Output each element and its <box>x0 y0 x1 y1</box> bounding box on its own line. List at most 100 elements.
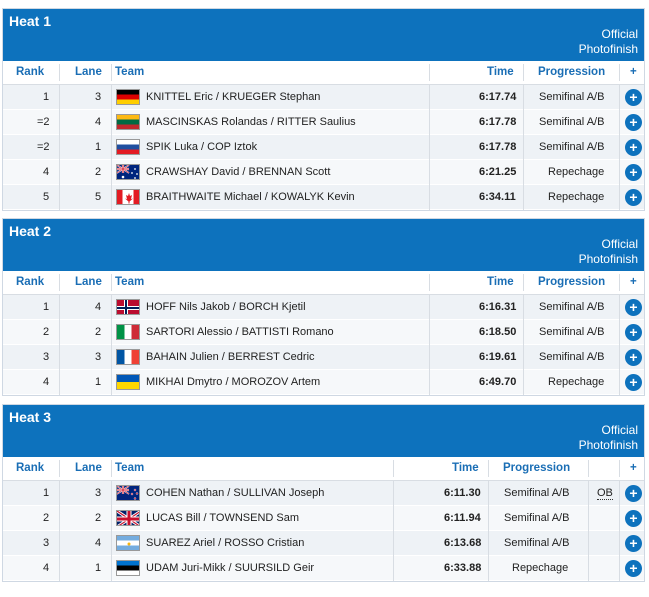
team-cell[interactable]: BAHAIN Julien / BERREST Cedric <box>146 351 315 363</box>
expand-plus-icon[interactable]: + <box>625 485 642 502</box>
team-cell[interactable]: SPIK Luka / COP Iztok <box>146 141 258 153</box>
team-cell[interactable]: LUCAS Bill / TOWNSEND Sam <box>146 512 300 524</box>
rank-cell: 5 <box>43 191 50 203</box>
team-cell[interactable]: UDAM Juri-Mikk / SUURSILD Geir <box>146 562 315 574</box>
progression-cell: Semifinal A/B <box>504 512 570 524</box>
col-progression[interactable]: Progression <box>503 462 571 474</box>
col-lane[interactable]: Lane <box>75 462 102 474</box>
expand-plus-icon[interactable]: + <box>625 349 642 366</box>
team-cell[interactable]: BRAITHWAITE Michael / KOWALYK Kevin <box>146 191 355 203</box>
rank-cell: 1 <box>43 301 50 313</box>
team-cell[interactable]: SARTORI Alessio / BATTISTI Romano <box>146 326 334 338</box>
heat-2-panel: Heat 2 Official Photofinish Rank Lane Te… <box>2 218 645 396</box>
rank-cell: 4 <box>43 376 50 388</box>
progression-cell: Semifinal A/B <box>539 351 605 363</box>
col-team[interactable]: Team <box>115 462 145 474</box>
col-rank[interactable]: Rank <box>16 462 45 474</box>
official-photofinish-link[interactable]: Official Photofinish <box>579 423 638 453</box>
expand-plus-icon[interactable]: + <box>625 189 642 206</box>
col-lane[interactable]: Lane <box>75 66 102 78</box>
germany-flag-icon <box>116 89 140 105</box>
col-time[interactable]: Time <box>487 66 514 78</box>
lane-cell: 5 <box>95 191 102 203</box>
results-list: 1 3 COHEN Nathan / SULLIVAN Joseph 6:11.… <box>3 481 644 581</box>
expand-plus-icon[interactable]: + <box>625 510 642 527</box>
heat-header: Heat 2 Official Photofinish <box>3 219 644 271</box>
expand-plus-icon[interactable]: + <box>625 535 642 552</box>
official-label[interactable]: Official <box>601 237 638 251</box>
time-cell: 6:19.61 <box>479 351 517 363</box>
australia-flag-icon <box>116 164 140 180</box>
expand-plus-icon[interactable]: + <box>625 560 642 577</box>
expand-plus-icon[interactable]: + <box>625 114 642 131</box>
official-photofinish-link[interactable]: Official Photofinish <box>579 237 638 267</box>
table-row[interactable]: =2 4 MASCINSKAS Rolandas / RITTER Sauliu… <box>3 110 644 135</box>
time-cell: 6:17.78 <box>479 116 517 128</box>
team-cell[interactable]: MASCINSKAS Rolandas / RITTER Saulius <box>146 116 356 128</box>
table-row[interactable]: 2 2 LUCAS Bill / TOWNSEND Sam 6:11.94 Se… <box>3 506 644 531</box>
team-cell[interactable]: CRAWSHAY David / BRENNAN Scott <box>146 166 331 178</box>
team-cell[interactable]: KNITTEL Eric / KRUEGER Stephan <box>146 91 321 103</box>
expand-plus-icon[interactable]: + <box>625 299 642 316</box>
table-row[interactable]: 4 2 CRAWSHAY David / BRENNAN Scott 6:21.… <box>3 160 644 185</box>
heat-title: Heat 2 <box>9 223 52 239</box>
col-rank[interactable]: Rank <box>16 276 45 288</box>
lane-cell: 1 <box>95 562 102 574</box>
rank-cell: 3 <box>43 351 50 363</box>
col-lane[interactable]: Lane <box>75 276 102 288</box>
expand-plus-icon[interactable]: + <box>625 374 642 391</box>
col-progression[interactable]: Progression <box>538 276 606 288</box>
estonia-flag-icon <box>116 560 140 576</box>
column-headers: Rank Lane Team Time Progression + <box>3 271 644 295</box>
time-cell: 6:17.78 <box>479 141 517 153</box>
ukraine-flag-icon <box>116 374 140 390</box>
heat-1-panel: Heat 1 Official Photofinish Rank Lane Te… <box>2 8 645 211</box>
official-label[interactable]: Official <box>601 27 638 41</box>
table-row[interactable]: 4 1 UDAM Juri-Mikk / SUURSILD Geir 6:33.… <box>3 556 644 581</box>
col-plus[interactable]: + <box>630 66 637 78</box>
rank-cell: =2 <box>37 116 50 128</box>
ob-note[interactable]: OB <box>597 487 613 500</box>
col-team[interactable]: Team <box>115 276 145 288</box>
table-row[interactable]: 1 3 COHEN Nathan / SULLIVAN Joseph 6:11.… <box>3 481 644 506</box>
lithuania-flag-icon <box>116 114 140 130</box>
col-time[interactable]: Time <box>487 276 514 288</box>
official-photofinish-link[interactable]: Official Photofinish <box>579 27 638 57</box>
photofinish-label[interactable]: Photofinish <box>578 42 638 56</box>
photofinish-label[interactable]: Photofinish <box>578 438 638 452</box>
rank-cell: 1 <box>43 91 50 103</box>
column-headers: Rank Lane Team Time Progression + <box>3 457 644 481</box>
rank-cell: =2 <box>37 141 50 153</box>
table-row[interactable]: =2 1 SPIK Luka / COP Iztok 6:17.78 Semif… <box>3 135 644 160</box>
rank-cell: 4 <box>43 166 50 178</box>
table-row[interactable]: 1 3 KNITTEL Eric / KRUEGER Stephan 6:17.… <box>3 85 644 110</box>
table-row[interactable]: 5 5 BRAITHWAITE Michael / KOWALYK Kevin … <box>3 185 644 210</box>
expand-plus-icon[interactable]: + <box>625 139 642 156</box>
time-cell: 6:17.74 <box>479 91 517 103</box>
progression-cell: Semifinal A/B <box>539 141 605 153</box>
col-plus[interactable]: + <box>630 276 637 288</box>
col-time[interactable]: Time <box>452 462 479 474</box>
team-cell[interactable]: MIKHAI Dmytro / MOROZOV Artem <box>146 376 321 388</box>
col-team[interactable]: Team <box>115 66 145 78</box>
table-row[interactable]: 4 1 MIKHAI Dmytro / MOROZOV Artem 6:49.7… <box>3 370 644 395</box>
table-row[interactable]: 3 4 SUAREZ Ariel / ROSSO Cristian 6:13.6… <box>3 531 644 556</box>
expand-plus-icon[interactable]: + <box>625 89 642 106</box>
lane-cell: 1 <box>95 141 102 153</box>
table-row[interactable]: 1 4 HOFF Nils Jakob / BORCH Kjetil 6:16.… <box>3 295 644 320</box>
col-progression[interactable]: Progression <box>538 66 606 78</box>
progression-cell: Semifinal A/B <box>504 537 570 549</box>
time-cell: 6:49.70 <box>479 376 517 388</box>
col-rank[interactable]: Rank <box>16 66 45 78</box>
expand-plus-icon[interactable]: + <box>625 324 642 341</box>
team-cell[interactable]: HOFF Nils Jakob / BORCH Kjetil <box>146 301 306 313</box>
team-cell[interactable]: COHEN Nathan / SULLIVAN Joseph <box>146 487 325 499</box>
table-row[interactable]: 2 2 SARTORI Alessio / BATTISTI Romano 6:… <box>3 320 644 345</box>
table-row[interactable]: 3 3 BAHAIN Julien / BERREST Cedric 6:19.… <box>3 345 644 370</box>
team-cell[interactable]: SUAREZ Ariel / ROSSO Cristian <box>146 537 305 549</box>
photofinish-label[interactable]: Photofinish <box>578 252 638 266</box>
expand-plus-icon[interactable]: + <box>625 164 642 181</box>
col-plus[interactable]: + <box>630 462 637 474</box>
time-cell: 6:16.31 <box>479 301 517 313</box>
official-label[interactable]: Official <box>601 423 638 437</box>
